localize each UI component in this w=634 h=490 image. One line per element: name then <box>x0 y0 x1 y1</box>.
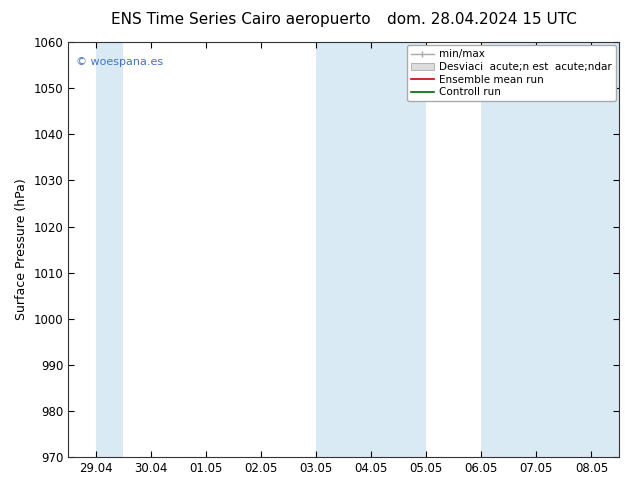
Bar <box>316 42 426 457</box>
Legend: min/max, Desviaci  acute;n est  acute;ndar, Ensemble mean run, Controll run: min/max, Desviaci acute;n est acute;ndar… <box>406 45 616 101</box>
Y-axis label: Surface Pressure (hPa): Surface Pressure (hPa) <box>15 179 28 320</box>
Text: ENS Time Series Cairo aeropuerto: ENS Time Series Cairo aeropuerto <box>111 12 371 27</box>
Bar <box>96 42 123 457</box>
Text: © woespana.es: © woespana.es <box>77 56 164 67</box>
Bar <box>481 42 619 457</box>
Text: dom. 28.04.2024 15 UTC: dom. 28.04.2024 15 UTC <box>387 12 577 27</box>
